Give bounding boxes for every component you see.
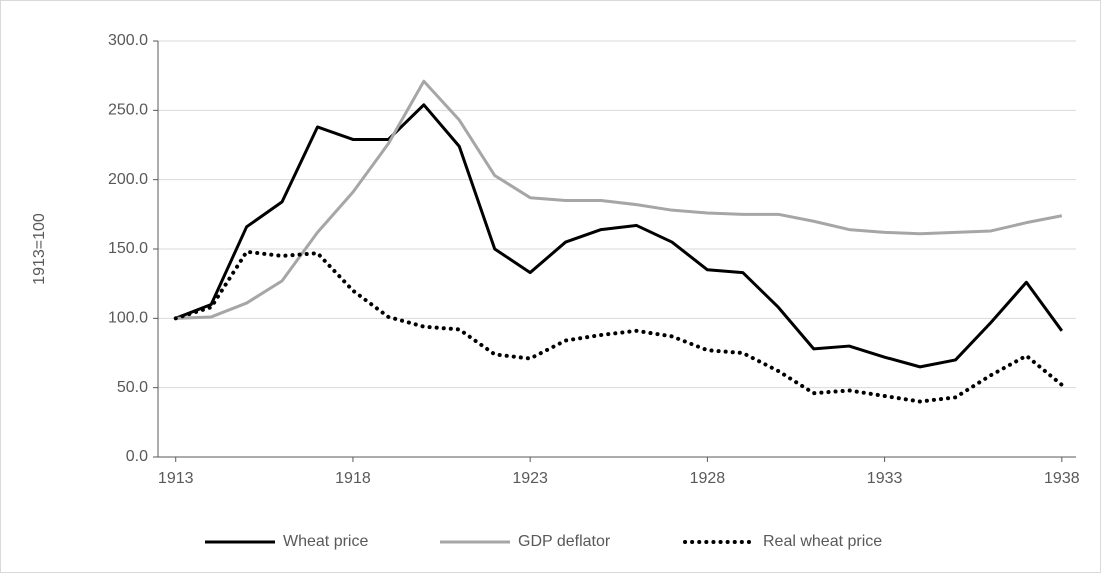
line-series <box>175 79 1063 320</box>
x-tick-label: 1923 <box>512 470 548 487</box>
x-tick-label: 1933 <box>867 470 903 487</box>
x-tick-label: 1913 <box>158 470 194 487</box>
x-tick-label: 1928 <box>690 470 726 487</box>
x-tick-label: 1918 <box>335 470 371 487</box>
y-tick-label: 250.0 <box>108 102 148 119</box>
y-tick-label: 50.0 <box>117 379 148 396</box>
y-tick-label: 200.0 <box>108 171 148 188</box>
y-tick-label: 300.0 <box>108 32 148 49</box>
y-axis-label: 1913=100 <box>31 213 48 285</box>
y-tick-label: 0.0 <box>126 448 148 465</box>
y-tick-label: 100.0 <box>108 310 148 327</box>
legend-label: GDP deflator <box>518 533 611 550</box>
x-tick-label: 1938 <box>1044 470 1080 487</box>
line-series <box>173 249 1064 404</box>
legend-label: Real wheat price <box>763 533 882 550</box>
y-tick-label: 150.0 <box>108 240 148 257</box>
line-series <box>175 103 1064 369</box>
legend-label: Wheat price <box>283 533 368 550</box>
